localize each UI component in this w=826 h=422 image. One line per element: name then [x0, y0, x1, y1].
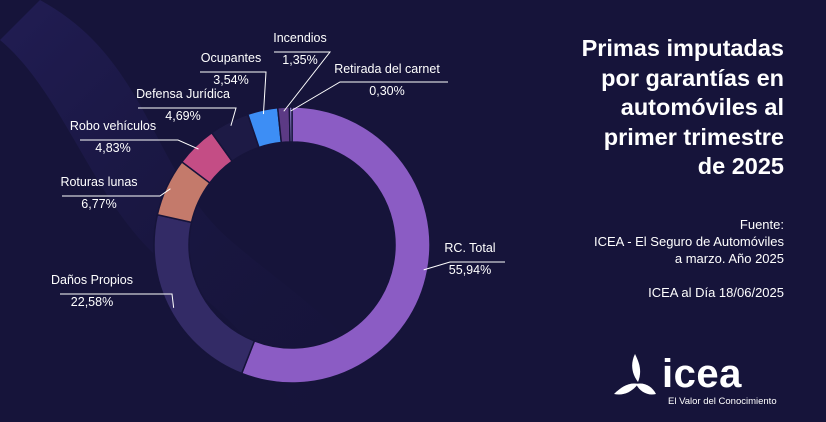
title-line: primer trimestre: [603, 123, 784, 150]
source-line: a marzo. Año 2025: [674, 251, 784, 266]
donut-slice: [240, 106, 431, 384]
leader-line: [80, 139, 199, 150]
leader-line: [200, 71, 267, 115]
slice-label-name: RC. Total: [444, 241, 495, 255]
slice-label-value: 55,94%: [449, 263, 491, 277]
slice-label-value: 3,54%: [213, 73, 248, 87]
background-swoosh: [0, 0, 400, 422]
source-note: Fuente: ICEA - El Seguro de Automóviles …: [484, 216, 784, 267]
source-line: Fuente:: [739, 217, 784, 232]
slice-label-name: Defensa Jurídica: [136, 87, 230, 101]
title-line: de 2025: [697, 153, 784, 179]
leader-line: [138, 107, 237, 126]
slice-label-name: Roturas lunas: [60, 175, 137, 189]
slice-label-value: 22,58%: [71, 295, 113, 309]
leader-line: [274, 51, 332, 112]
title-line: Primas imputadas: [581, 35, 784, 61]
leader-line: [290, 81, 448, 112]
publication-date: ICEA al Día 18/06/2025: [648, 285, 784, 300]
title-line: automóviles al: [620, 94, 784, 120]
title-line: por garantías en: [601, 64, 784, 91]
icea-logo-icon: [614, 354, 656, 395]
slice-label-name: Retirada del carnet: [334, 62, 440, 76]
chart-title: Primas imputadas por garantías en automó…: [494, 34, 784, 182]
slice-label-name: Ocupantes: [201, 51, 261, 65]
logo-name: icea: [662, 352, 742, 396]
slice-label-value: 4,83%: [95, 141, 130, 155]
slice-label-value: 6,77%: [81, 197, 116, 211]
leader-line: [62, 188, 171, 197]
slice-label-name: Incendios: [273, 31, 327, 45]
slice-label-value: 0,30%: [369, 84, 404, 98]
slice-label-name: Robo vehículos: [70, 119, 156, 133]
leader-line: [60, 293, 175, 308]
leader-line: [423, 261, 505, 271]
slice-label-value: 1,35%: [282, 53, 317, 67]
logo-tagline: El Valor del Conocimiento: [668, 396, 777, 407]
slice-label-value: 4,69%: [165, 109, 200, 123]
icea-logo: icea El Valor del Conocimiento: [610, 352, 800, 412]
donut-slice: [288, 106, 293, 143]
slice-label-name: Daños Propios: [51, 273, 133, 287]
source-line: ICEA - El Seguro de Automóviles: [593, 234, 784, 249]
